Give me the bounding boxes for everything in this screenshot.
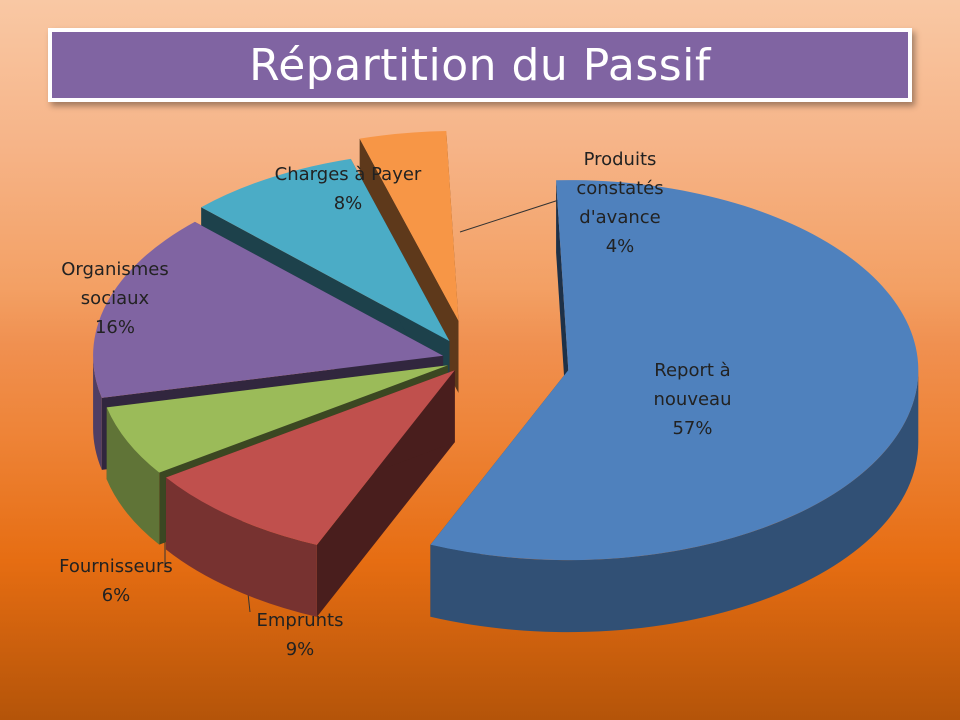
label-fournisseurs: Fournisseurs 6% <box>36 552 196 610</box>
slice-top <box>106 365 449 473</box>
label-report-a-nouveau: Report à nouveau 57% <box>600 356 785 443</box>
label-organismes-sociaux: Organismes sociaux 16% <box>40 255 190 342</box>
slice-label-line: Report à <box>654 360 731 381</box>
slice-label-line: Produits <box>583 149 657 170</box>
slice-wall <box>165 477 317 617</box>
slice-wall <box>106 407 160 545</box>
slice-top <box>165 370 455 545</box>
slice-label-line: sociaux <box>80 288 150 309</box>
slice-label-line: Emprunts <box>256 610 344 631</box>
label-charges-a-payer: Charges à Payer 8% <box>248 160 448 218</box>
slice-report-nouveau <box>430 180 919 633</box>
slice-percent: 57% <box>672 418 713 439</box>
slice-top <box>201 158 450 342</box>
slice-label-line: Charges à Payer <box>274 164 422 185</box>
slice-label-line: Organismes <box>61 259 169 280</box>
slice-percent: 9% <box>285 639 315 660</box>
slice-top <box>93 221 444 398</box>
slice-wall <box>430 370 919 633</box>
slice-label-line: constatés <box>576 178 664 199</box>
slice-label-line: d'avance <box>579 207 661 228</box>
slice-label-line: nouveau <box>653 389 732 410</box>
slice-top <box>430 180 919 561</box>
slice-label-line: Fournisseurs <box>59 556 173 577</box>
slice-percent: 16% <box>94 317 135 338</box>
chart-title: Répartition du Passif <box>249 39 711 91</box>
label-emprunts: Emprunts 9% <box>220 606 380 664</box>
slice-emprunts <box>165 370 455 617</box>
leader-line <box>459 197 566 233</box>
slice-percent: 4% <box>605 236 635 257</box>
chart-title-box: Répartition du Passif <box>48 28 912 102</box>
slice-top <box>359 131 459 321</box>
slice-percent: 8% <box>333 193 363 214</box>
slice-wall <box>93 355 102 470</box>
slice-percent: 6% <box>101 585 131 606</box>
label-produits-constates-davance: Produits constatés d'avance 4% <box>550 145 690 261</box>
